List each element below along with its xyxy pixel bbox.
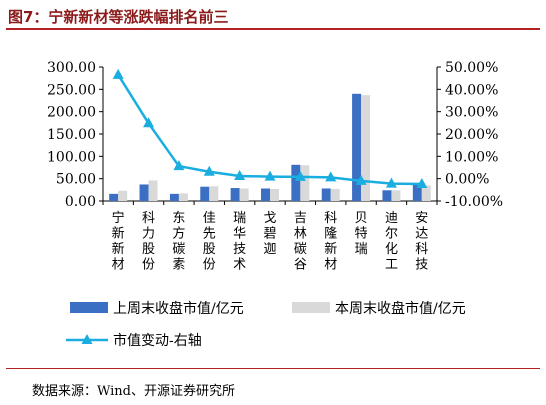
bar-last-week [412,184,422,201]
bar-last-week [382,190,392,201]
legend-label-change: 市值变动-右轴 [113,332,202,349]
legend-swatch-this-week [292,302,330,313]
chart: 0.00 50.00 100.00 150.00 200.00 250.00 300.00 -… [47,60,503,349]
bar-this-week [148,180,158,201]
y-left-tick-label: 0.00 [65,194,96,210]
bar-this-week [330,188,340,201]
change-marker [173,160,185,171]
change-marker [143,117,155,128]
figure-title: 图7：宁新新材等涨跌幅排名前三 [8,8,229,26]
y-left-tick-label: 300.00 [47,60,96,76]
bar-this-week [300,165,310,201]
bar-this-week [239,188,249,201]
bar-this-week [421,185,431,201]
bar-this-week [270,188,279,201]
x-tick-label: 吉林碳谷 [294,211,307,273]
y-right-tick-label: 0.00% [445,172,489,188]
change-marker [385,177,397,188]
x-tick-label: 东方碳素 [172,211,185,273]
x-tick-label: 瑞华技术 [233,211,246,273]
bar-last-week [230,188,240,201]
bar-last-week [291,164,301,201]
y-right-tick-label: 30.00% [445,105,498,121]
bar-last-week [321,188,331,201]
legend-label-last-week: 上周末收盘市值/亿元 [113,300,244,317]
x-tick-label: 佳先股份 [203,211,216,273]
change-marker [264,170,276,181]
y-left-tick-label: 200.00 [47,105,96,121]
y-left-tick-label: 250.00 [47,82,96,98]
title-rule [6,28,540,30]
bar-last-week [261,188,270,201]
x-tick-label: 宁新新材 [112,210,125,273]
x-tick-label: 戈碧迦 [263,211,276,257]
bar-this-week [391,190,401,201]
x-tick-label: 科力股份 [142,211,155,273]
change-marker [416,178,428,189]
legend-marker-change [81,334,93,344]
y-right-tick-label: 20.00% [445,127,498,143]
bar-this-week [178,193,188,201]
y-left-tick-label: 50.00 [56,172,96,188]
bar-this-week [209,186,219,201]
x-tick-label: 安达科技 [415,211,428,273]
y-left-tick-label: 150.00 [47,127,96,143]
legend-label-this-week: 本周末收盘市值/亿元 [335,300,466,317]
x-tick-label: 科隆新材 [324,211,337,273]
bar-last-week [109,193,119,201]
y-right-tick-label: 50.00% [445,60,498,76]
change-marker [294,170,306,181]
change-line [117,74,422,186]
change-marker [203,165,215,176]
y-left-tick-label: 100.00 [47,149,96,165]
y-right-tick-label: -10.00% [445,194,503,210]
y-right-tick-label: 40.00% [445,82,498,98]
bar-last-week [169,193,179,201]
bar-this-week [361,95,371,201]
change-marker [112,68,124,79]
x-tick-label: 迪尔化工 [385,211,398,273]
x-tick-label: 贝特瑞 [355,211,368,257]
bar-this-week [118,190,128,201]
bar-last-week [139,184,149,201]
legend-swatch-last-week [70,302,108,313]
change-marker [234,169,246,180]
source-note: 数据来源：Wind、开源证券研究所 [32,384,235,399]
bar-last-week [200,186,210,201]
source-rule [6,368,540,369]
plot-area: 0.00 50.00 100.00 150.00 200.00 250.00 300.00 -… [47,60,503,273]
change-marker [325,171,337,182]
change-marker [355,174,367,185]
y-right-tick-label: 10.00% [445,149,498,165]
bar-last-week [352,93,362,201]
